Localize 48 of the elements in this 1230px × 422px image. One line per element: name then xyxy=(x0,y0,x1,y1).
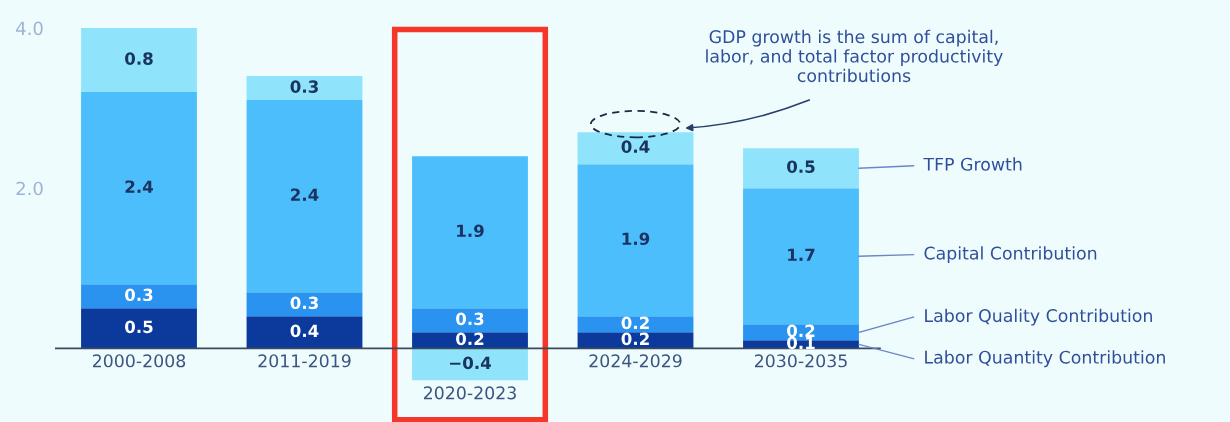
bar xyxy=(246,76,363,101)
data-label: 2.4 xyxy=(125,180,153,193)
data-label: 0.5 xyxy=(125,320,153,334)
data-label: 1.7 xyxy=(788,248,815,261)
data-label: 0.3 xyxy=(125,288,153,302)
data-label: 1.9 xyxy=(457,224,484,238)
data-label: 0.3 xyxy=(290,80,318,93)
x-tick-label: 2024-2029 xyxy=(589,354,682,368)
text: Capital Contribution xyxy=(924,246,1097,264)
bar xyxy=(577,316,694,333)
x-tick-label: 2020-2023 xyxy=(423,386,516,400)
x-tick-label: 2000-2008 xyxy=(92,354,186,368)
y-tick-label: 2.0 xyxy=(16,181,43,196)
bar xyxy=(81,28,197,93)
bar xyxy=(743,148,859,189)
bar xyxy=(81,308,197,349)
x-tick-label: 2011-2019 xyxy=(258,354,351,368)
data-label: 0.2 xyxy=(456,332,484,346)
bar xyxy=(81,92,197,285)
data-label: 0.3 xyxy=(290,296,318,310)
bar xyxy=(412,308,528,333)
bar xyxy=(246,292,363,317)
text: TFP Growth xyxy=(923,157,1022,171)
bar xyxy=(743,188,859,325)
bar xyxy=(412,156,528,309)
data-label: 1.9 xyxy=(622,232,650,246)
text: Labor Quantity Contribution xyxy=(925,350,1165,368)
data-label: 0.2 xyxy=(621,332,649,346)
bar xyxy=(246,100,363,293)
bar xyxy=(246,316,363,349)
data-label: 2.4 xyxy=(291,188,319,201)
data-label: 0.8 xyxy=(125,52,153,65)
data-label: 0.2 xyxy=(787,324,815,338)
data-label: 0.4 xyxy=(290,324,319,338)
data-label: 0.1 xyxy=(787,336,815,350)
data-label: 0.2 xyxy=(621,316,649,330)
x-tick-label: 2030-2035 xyxy=(754,354,847,368)
data-label: −0.4 xyxy=(450,356,491,370)
annotation: GDP growth is the sum of capital, labor, and total factor productivity contributions xyxy=(706,29,1003,83)
text: Labor Quality Contribution xyxy=(925,308,1152,326)
y-tick-label: 4.0 xyxy=(16,21,43,36)
data-label: 0.5 xyxy=(787,160,815,173)
bar xyxy=(577,164,694,317)
bar xyxy=(412,348,528,381)
data-label: 0.3 xyxy=(456,312,484,326)
bar xyxy=(81,284,197,309)
data-label: 0.4 xyxy=(621,140,650,153)
bar xyxy=(577,132,694,165)
